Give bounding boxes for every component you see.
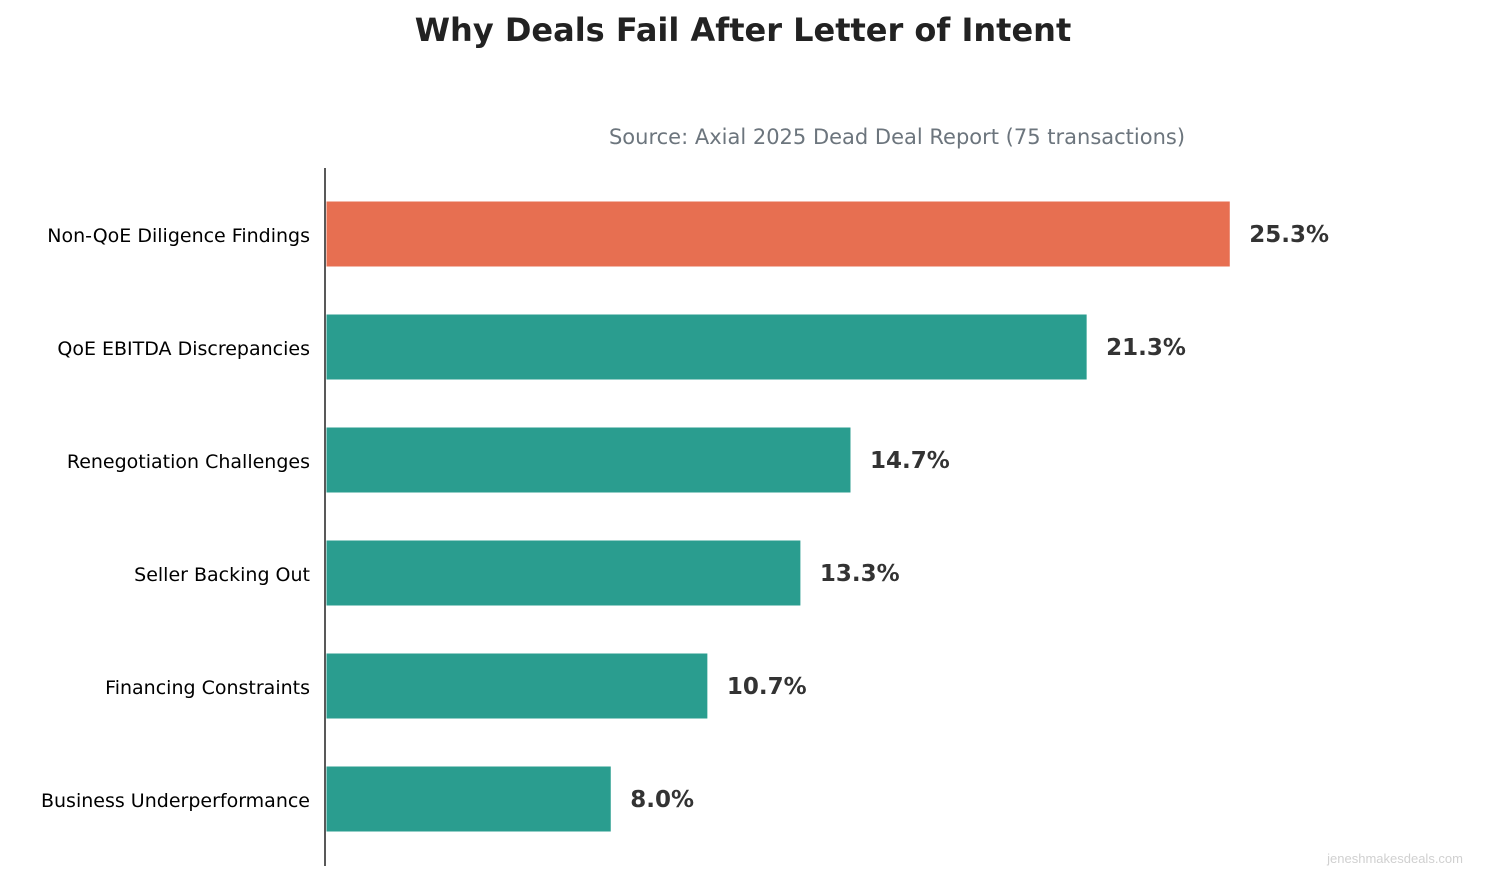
bar xyxy=(325,765,612,833)
y-tick-label: Seller Backing Out xyxy=(134,564,310,586)
data-label: 25.3% xyxy=(1249,222,1329,248)
y-tick-label: Non-QoE Diligence Findings xyxy=(47,225,310,247)
bar xyxy=(325,200,1231,268)
watermark: jeneshmakesdeals.com xyxy=(1326,851,1463,866)
y-tick-label: Financing Constraints xyxy=(105,677,310,699)
bar xyxy=(325,539,802,607)
bar xyxy=(325,652,709,720)
data-label: 8.0% xyxy=(630,787,694,813)
y-tick-label: QoE EBITDA Discrepancies xyxy=(57,338,310,360)
data-label: 13.3% xyxy=(820,561,900,587)
chart-title: Why Deals Fail After Letter of Intent xyxy=(415,11,1071,49)
bar xyxy=(325,426,852,494)
chart-subtitle: Source: Axial 2025 Dead Deal Report (75 … xyxy=(609,125,1185,149)
data-label: 14.7% xyxy=(870,448,950,474)
data-label: 21.3% xyxy=(1106,335,1186,361)
y-tick-label: Business Underperformance xyxy=(41,790,310,812)
bar xyxy=(325,313,1088,381)
data-label: 10.7% xyxy=(727,674,807,700)
y-tick-label: Renegotiation Challenges xyxy=(67,451,310,473)
